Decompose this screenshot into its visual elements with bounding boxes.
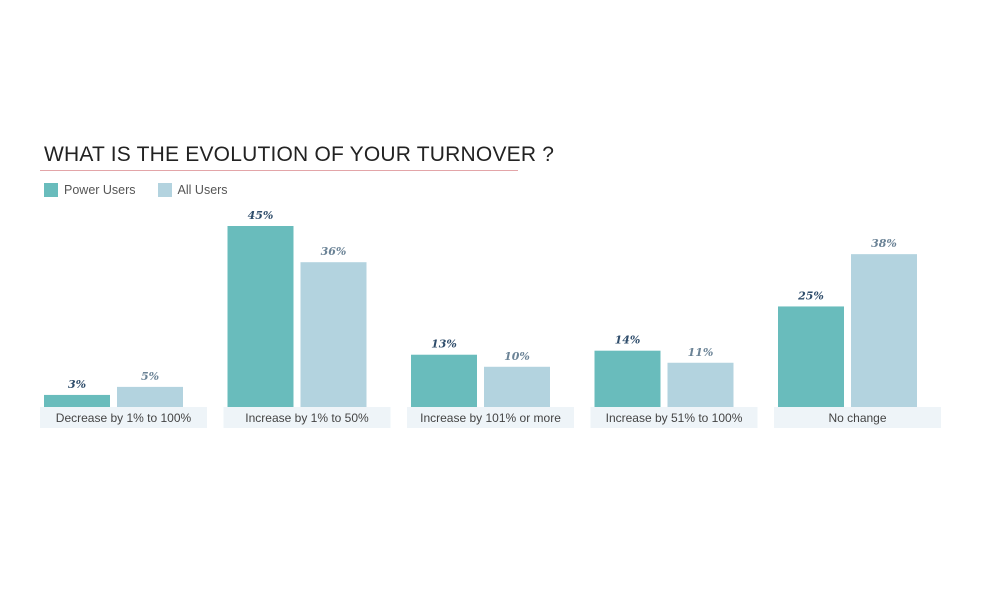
legend-label-power-users: Power Users — [64, 183, 136, 197]
category-band-no-change — [774, 407, 941, 428]
category-label-increase-by-1-to-50: Increase by 1% to 50% — [245, 411, 369, 425]
value-label-all-users-no-change: 38% — [871, 237, 897, 250]
bar-all-users-no-change — [851, 254, 917, 407]
legend-label-all-users: All Users — [177, 183, 228, 197]
value-label-power-users-decrease-by-1-to-100: 3% — [68, 378, 86, 391]
bar-power-users-decrease-by-1-to-100 — [44, 394, 110, 407]
bar-power-users-increase-by-51-to-100 — [594, 350, 661, 407]
bar-power-users-increase-by-1-to-50 — [227, 226, 294, 407]
value-label-power-users-increase-by-51-to-100: 14% — [615, 334, 641, 347]
category-label-no-change: No change — [828, 411, 886, 425]
title-underline — [40, 170, 518, 171]
value-label-power-users-increase-by-1-to-50: 45% — [248, 209, 274, 222]
value-label-all-users-increase-by-101-or-more: 10% — [504, 350, 530, 363]
category-label-decrease-by-1-to-100: Decrease by 1% to 100% — [56, 411, 192, 425]
legend-item-power-users: Power Users — [44, 183, 136, 197]
category-band-increase-by-51-to-100 — [590, 407, 758, 428]
category-label-increase-by-51-to-100: Increase by 51% to 100% — [606, 411, 743, 425]
bar-all-users-increase-by-1-to-50 — [300, 262, 367, 407]
legend-swatch-power-users — [44, 183, 58, 197]
bar-all-users-increase-by-101-or-more — [484, 366, 550, 407]
category-band-increase-by-1-to-50 — [223, 407, 391, 428]
value-label-all-users-increase-by-51-to-100: 11% — [688, 346, 714, 359]
legend-swatch-all-users — [157, 183, 172, 197]
bar-power-users-increase-by-101-or-more — [411, 354, 477, 407]
value-label-all-users-decrease-by-1-to-100: 5% — [141, 370, 159, 383]
category-label-increase-by-101-or-more: Increase by 101% or more — [420, 411, 561, 425]
category-band-increase-by-101-or-more — [407, 407, 574, 428]
value-label-power-users-increase-by-101-or-more: 13% — [431, 338, 457, 351]
bar-power-users-no-change — [778, 306, 844, 407]
bar-all-users-increase-by-51-to-100 — [667, 362, 734, 407]
value-label-power-users-no-change: 25% — [797, 289, 824, 302]
chart-title: WHAT IS THE EVOLUTION OF YOUR TURNOVER ? — [44, 143, 555, 166]
bar-all-users-decrease-by-1-to-100 — [117, 386, 183, 407]
legend-item-all-users: All Users — [157, 183, 228, 197]
legend: Power Users All Users — [44, 183, 250, 197]
value-label-all-users-increase-by-1-to-50: 36% — [321, 245, 347, 258]
category-band-decrease-by-1-to-100 — [40, 407, 207, 428]
